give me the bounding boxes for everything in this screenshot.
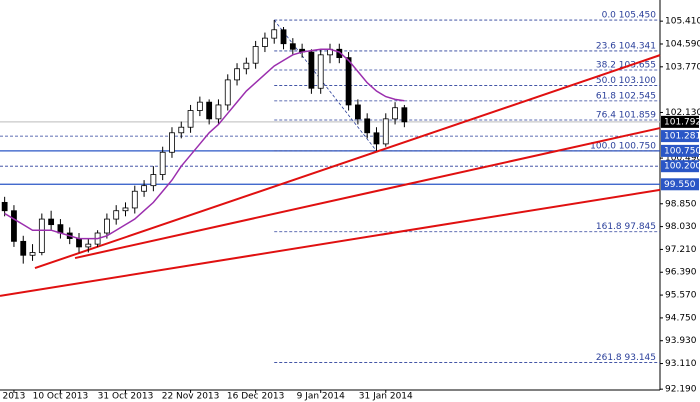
y-tick-label: 103.770 bbox=[665, 62, 700, 72]
y-tick-label: 95.570 bbox=[665, 291, 697, 301]
candle-body bbox=[11, 210, 17, 242]
y-tick-label: 93.930 bbox=[665, 336, 697, 346]
y-tick-label: 94.750 bbox=[665, 313, 697, 323]
candle-body bbox=[243, 62, 250, 70]
x-tick-label: 22 Nov 2013 bbox=[162, 392, 220, 402]
y-tick-label: 100.490 bbox=[665, 154, 700, 164]
price-label-box bbox=[661, 130, 699, 143]
price-label: 100.200 bbox=[664, 162, 700, 172]
candle-body bbox=[29, 252, 36, 256]
candle-body bbox=[178, 126, 185, 134]
y-tick-label: 93.110 bbox=[665, 359, 697, 369]
y-tick-label: 97.210 bbox=[665, 245, 697, 255]
candle-body bbox=[141, 185, 147, 192]
candle-body bbox=[271, 29, 278, 39]
price-label: 100.750 bbox=[664, 146, 700, 156]
candle-body bbox=[354, 104, 361, 120]
candle-body bbox=[234, 68, 240, 81]
candle-body bbox=[262, 37, 268, 47]
candle-body bbox=[289, 43, 296, 50]
x-tick-label: 2013 bbox=[2, 392, 25, 402]
candle-body bbox=[364, 118, 371, 134]
fib-label: 100.0 100.750 bbox=[590, 141, 656, 151]
candle-body bbox=[308, 51, 315, 89]
candle-body bbox=[373, 132, 380, 145]
x-tick-label: 9 Jan 2014 bbox=[297, 392, 345, 402]
fib-label: 50.0 103.100 bbox=[596, 76, 656, 86]
candle-body bbox=[215, 104, 222, 120]
candle-body bbox=[20, 240, 27, 256]
candle-body bbox=[317, 54, 324, 89]
fib-label: 261.8 93.145 bbox=[596, 353, 656, 363]
fib-label: 0.0 105.450 bbox=[602, 11, 657, 21]
candle-body bbox=[76, 238, 82, 248]
candle-body bbox=[131, 190, 138, 209]
fib-label: 38.2 103.655 bbox=[596, 61, 656, 71]
price-label: 101.792 bbox=[664, 117, 700, 127]
candle-body bbox=[206, 101, 213, 120]
y-tick-label: 104.590 bbox=[665, 39, 700, 49]
candle-body bbox=[401, 107, 408, 123]
trendline bbox=[34, 54, 661, 270]
x-tick-label: 31 Oct 2013 bbox=[98, 392, 154, 402]
candle-body bbox=[224, 79, 231, 106]
candle-body bbox=[187, 110, 194, 128]
trendline bbox=[0, 188, 661, 297]
fib-label: 161.8 97.845 bbox=[596, 222, 656, 232]
candle-body bbox=[113, 210, 120, 220]
candle-body bbox=[122, 207, 129, 212]
price-label: 99.550 bbox=[664, 180, 696, 190]
candle-body bbox=[150, 174, 157, 187]
moving-average bbox=[4, 48, 405, 240]
y-tick-label: 102.130 bbox=[665, 108, 700, 118]
y-tick-label: 105.410 bbox=[665, 17, 700, 27]
price-label-box bbox=[661, 144, 699, 157]
candle-body bbox=[169, 132, 175, 153]
candle-body bbox=[392, 107, 398, 120]
candle-body bbox=[280, 29, 287, 45]
candle-body bbox=[252, 46, 259, 64]
fib-anchor bbox=[273, 19, 377, 152]
candle-body bbox=[38, 218, 45, 253]
fib-label: 23.6 104.341 bbox=[596, 41, 656, 51]
fib-label: 76.4 101.859 bbox=[596, 111, 656, 121]
y-tick-label: 98.850 bbox=[665, 199, 697, 209]
fib-label: 61.8 102.545 bbox=[596, 91, 656, 101]
x-tick-label: 16 Dec 2013 bbox=[227, 392, 285, 402]
price-label-box bbox=[661, 178, 699, 191]
x-tick-label: 31 Jan 2014 bbox=[359, 392, 413, 402]
candle-body bbox=[382, 118, 389, 145]
candle-body bbox=[1, 201, 8, 212]
candle-body bbox=[159, 151, 166, 175]
trendline bbox=[74, 127, 661, 260]
candle-body bbox=[345, 57, 352, 106]
candle-body bbox=[85, 243, 92, 248]
candle-body bbox=[104, 218, 110, 234]
y-tick-label: 96.390 bbox=[665, 268, 697, 278]
y-tick-label: 92.190 bbox=[665, 385, 697, 395]
y-tick-label: 98.030 bbox=[665, 222, 697, 232]
price-label-box bbox=[661, 160, 699, 173]
price-label: 101.281 bbox=[664, 132, 700, 142]
candle-body bbox=[48, 218, 55, 226]
candle-body bbox=[196, 101, 203, 111]
x-tick-label: 10 Oct 2013 bbox=[33, 392, 89, 402]
price-label-box bbox=[661, 115, 699, 128]
